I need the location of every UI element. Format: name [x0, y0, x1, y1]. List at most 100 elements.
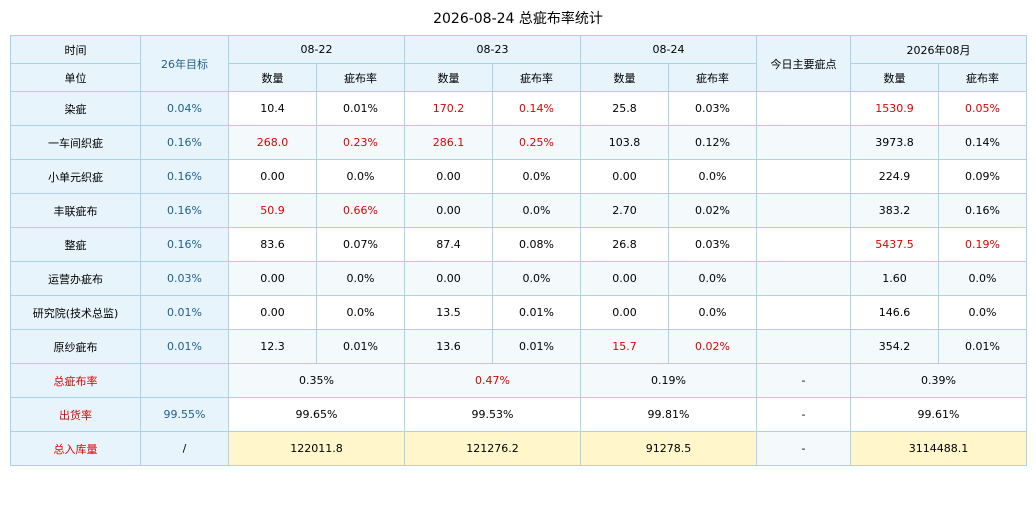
- rate-header: 疵布率: [492, 63, 581, 92]
- m-qty-cell: 5437.5: [850, 227, 939, 262]
- d3-qty-cell: 15.7: [580, 329, 669, 364]
- summary-value-month: 3114488.1: [850, 431, 1027, 466]
- target-cell: 0.16%: [140, 159, 229, 194]
- m-qty-cell: 146.6: [850, 295, 939, 330]
- target-cell: 0.16%: [140, 227, 229, 262]
- d1-qty-cell: 10.4: [228, 91, 317, 126]
- d2-rate-cell: 0.25%: [492, 125, 581, 160]
- target-cell: 0.16%: [140, 193, 229, 228]
- summary-label: 出货率: [10, 397, 141, 432]
- d1-rate-cell: 0.23%: [316, 125, 405, 160]
- d2-qty-cell: 0.00: [404, 193, 493, 228]
- m-qty-cell: 383.2: [850, 193, 939, 228]
- d3-rate-cell: 0.0%: [668, 295, 757, 330]
- unit-cell: 原纱疵布: [10, 329, 141, 364]
- main-cell: [756, 329, 851, 364]
- d1-rate-cell: 0.01%: [316, 329, 405, 364]
- d1-qty-cell: 50.9: [228, 193, 317, 228]
- report-title: 2026-08-24 总疵布率统计: [433, 11, 603, 27]
- table-row: 研究院(技术总监) 0.01% 0.00 0.0% 13.5 0.01% 0.00 0.0% 1…: [10, 295, 1027, 330]
- d1-qty-cell: 268.0: [228, 125, 317, 160]
- unit-header: 单位: [10, 63, 141, 92]
- summary-row-total-rate: 总疵布率 0.35% 0.47% 0.19% - 0.39%: [10, 363, 1027, 398]
- defect-rate-table: 时间 26年目标 08-22 08-23 08-24 今日主要疵点 2026年0…: [10, 35, 1027, 466]
- table-row: 整疵 0.16% 83.6 0.07% 87.4 0.08% 26.8 0.03% 5437.5…: [10, 227, 1027, 262]
- summary-row-shipping: 出货率 99.55% 99.65% 99.53% 99.81% - 99.61%: [10, 397, 1027, 432]
- summary-label: 总入库量: [10, 431, 141, 466]
- d2-rate-cell: 0.08%: [492, 227, 581, 262]
- d2-qty-cell: 87.4: [404, 227, 493, 262]
- summary-value-d3: 0.19%: [580, 363, 757, 398]
- d1-rate-cell: 0.0%: [316, 261, 405, 296]
- d3-qty-cell: 25.8: [580, 91, 669, 126]
- d3-qty-cell: 26.8: [580, 227, 669, 262]
- unit-cell: 小单元织疵: [10, 159, 141, 194]
- qty-header: 数量: [850, 63, 939, 92]
- unit-cell: 整疵: [10, 227, 141, 262]
- qty-header: 数量: [404, 63, 493, 92]
- d3-rate-cell: 0.12%: [668, 125, 757, 160]
- m-qty-cell: 3973.8: [850, 125, 939, 160]
- d3-rate-cell: 0.02%: [668, 193, 757, 228]
- summary-main-defect: -: [756, 431, 851, 466]
- summary-main-defect: -: [756, 363, 851, 398]
- m-qty-cell: 1.60: [850, 261, 939, 296]
- d1-qty-cell: 0.00: [228, 159, 317, 194]
- d2-rate-cell: 0.01%: [492, 295, 581, 330]
- d1-qty-cell: 83.6: [228, 227, 317, 262]
- time-header: 时间: [10, 35, 141, 64]
- table-row: 一车间织疵 0.16% 268.0 0.23% 286.1 0.25% 103.8 0.12%…: [10, 125, 1027, 160]
- main-cell: [756, 125, 851, 160]
- qty-header: 数量: [228, 63, 317, 92]
- target-cell: 0.03%: [140, 261, 229, 296]
- rate-header: 疵布率: [316, 63, 405, 92]
- header-row-metrics: 单位 数量 疵布率 数量 疵布率 数量 疵布率 数量 疵布率: [10, 63, 1027, 92]
- d1-qty-cell: 0.00: [228, 295, 317, 330]
- unit-cell: 研究院(技术总监): [10, 295, 141, 330]
- m-qty-cell: 1530.9: [850, 91, 939, 126]
- d2-rate-cell: 0.0%: [492, 193, 581, 228]
- summary-row-stock-in: 总入库量 / 122011.8 121276.2 91278.5 - 31144…: [10, 431, 1027, 466]
- summary-value-d2: 99.53%: [404, 397, 581, 432]
- summary-value-d1: 122011.8: [228, 431, 405, 466]
- d2-rate-cell: 0.01%: [492, 329, 581, 364]
- m-rate-cell: 0.05%: [938, 91, 1027, 126]
- m-rate-cell: 0.0%: [938, 261, 1027, 296]
- d3-qty-cell: 103.8: [580, 125, 669, 160]
- summary-value-month: 99.61%: [850, 397, 1027, 432]
- unit-cell: 丰联疵布: [10, 193, 141, 228]
- date-header-2: 08-23: [404, 35, 581, 64]
- table-row: 染疵 0.04% 10.4 0.01% 170.2 0.14% 25.8 0.03% 1530.…: [10, 91, 1027, 126]
- target-cell: 0.01%: [140, 329, 229, 364]
- summary-value-d3: 99.81%: [580, 397, 757, 432]
- m-qty-cell: 354.2: [850, 329, 939, 364]
- d2-qty-cell: 13.5: [404, 295, 493, 330]
- rate-header: 疵布率: [668, 63, 757, 92]
- table-row: 原纱疵布 0.01% 12.3 0.01% 13.6 0.01% 15.7 0.02% 354.…: [10, 329, 1027, 364]
- main-cell: [756, 91, 851, 126]
- summary-value-d2: 0.47%: [404, 363, 581, 398]
- d3-qty-cell: 2.70: [580, 193, 669, 228]
- table-row: 小单元织疵 0.16% 0.00 0.0% 0.00 0.0% 0.00 0.0% 224.9 0…: [10, 159, 1027, 194]
- table-row: 运营办疵布 0.03% 0.00 0.0% 0.00 0.0% 0.00 0.0% 1.60 0.…: [10, 261, 1027, 296]
- d3-rate-cell: 0.03%: [668, 91, 757, 126]
- m-rate-cell: 0.01%: [938, 329, 1027, 364]
- date-header-1: 08-22: [228, 35, 405, 64]
- unit-cell: 染疵: [10, 91, 141, 126]
- main-cell: [756, 261, 851, 296]
- target-cell: 0.16%: [140, 125, 229, 160]
- summary-target: [140, 363, 229, 398]
- qty-header: 数量: [580, 63, 669, 92]
- target-cell: 0.01%: [140, 295, 229, 330]
- m-rate-cell: 0.0%: [938, 295, 1027, 330]
- d1-rate-cell: 0.0%: [316, 159, 405, 194]
- d1-rate-cell: 0.07%: [316, 227, 405, 262]
- summary-value-d2: 121276.2: [404, 431, 581, 466]
- d2-rate-cell: 0.0%: [492, 159, 581, 194]
- summary-label: 总疵布率: [10, 363, 141, 398]
- d3-qty-cell: 0.00: [580, 159, 669, 194]
- summary-value-d3: 91278.5: [580, 431, 757, 466]
- month-header: 2026年08月: [850, 35, 1027, 64]
- target-header: 26年目标: [140, 35, 229, 92]
- d2-qty-cell: 170.2: [404, 91, 493, 126]
